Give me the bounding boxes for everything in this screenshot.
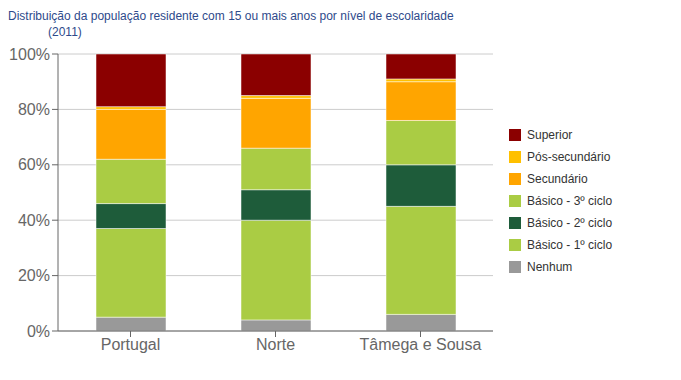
svg-text:Portugal: Portugal <box>101 336 161 353</box>
html-text:(2011): (2011) <box>48 25 82 39</box>
svg-text:60%: 60% <box>18 156 50 173</box>
svg-text:20%: 20% <box>18 267 50 284</box>
html-text:Básico - 2º ciclo: Básico - 2º ciclo <box>527 216 613 230</box>
svg-text:100%: 100% <box>9 46 50 63</box>
html-text:Pós-secundário: Pós-secundário <box>527 150 611 164</box>
svg-text:0%: 0% <box>27 323 50 340</box>
html-text:Básico - 3º ciclo: Básico - 3º ciclo <box>527 194 613 208</box>
svg-text:80%: 80% <box>18 101 50 118</box>
svg-text:Norte: Norte <box>256 336 295 353</box>
html-text:Nenhum: Nenhum <box>527 260 573 274</box>
html-text:Distribuição da população resi: Distribuição da população residente com … <box>8 9 454 23</box>
svg-text:Tâmega e Sousa: Tâmega e Sousa <box>360 336 482 353</box>
svg-text:40%: 40% <box>18 212 50 229</box>
html-text:Secundário: Secundário <box>527 172 588 186</box>
html-text:Superior: Superior <box>527 128 573 142</box>
html-text:Básico - 1º ciclo: Básico - 1º ciclo <box>527 238 613 252</box>
